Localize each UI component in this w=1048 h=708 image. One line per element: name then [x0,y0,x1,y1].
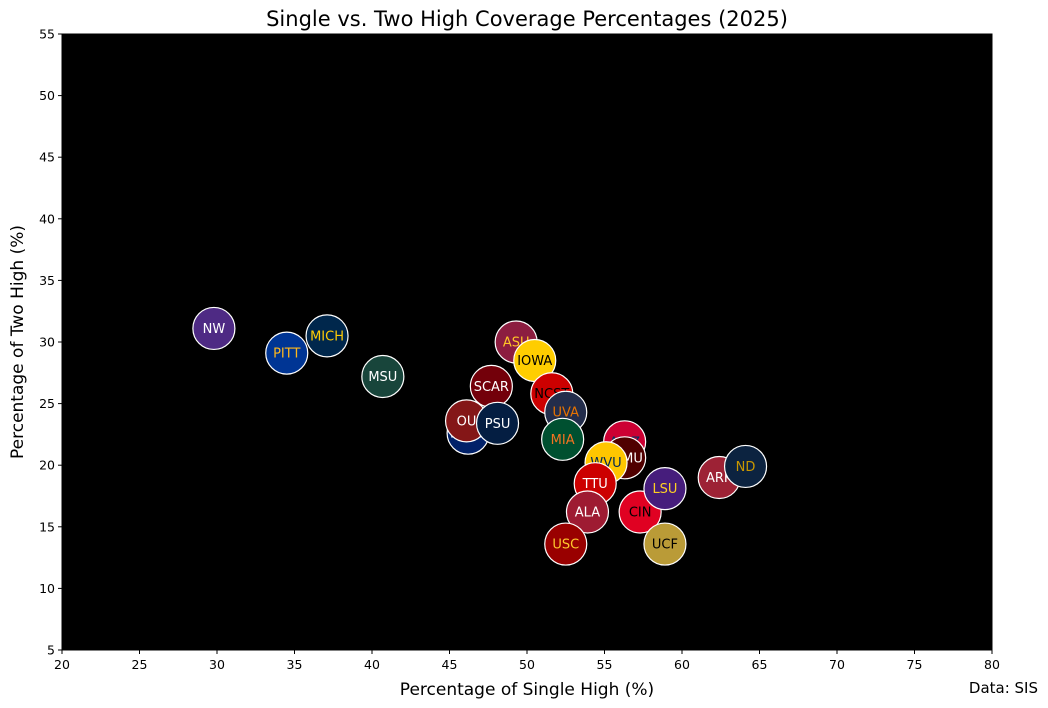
y-axis-label: Percentage of Two High (%) [8,225,28,459]
point-label: TTU [582,477,608,492]
point-marker [643,467,687,511]
point-marker [723,444,768,489]
chart-title: Single vs. Two High Coverage Percentages… [266,7,788,31]
x-tick-label: 65 [752,657,768,672]
data-point-iowa: IOWA [513,338,557,383]
data-point-ala: ALA [565,490,610,534]
point-label: LSU [652,482,677,497]
point-label: CIN [629,506,652,521]
data-point-ou: OU [444,399,489,443]
y-tick-label: 40 [39,211,55,226]
y-axis-ticks: 5 10 15 20 25 30 35 40 45 50 55 [39,27,62,658]
point-label: IOWA [517,354,552,369]
point-label: OU [457,414,477,429]
x-tick-label: 70 [829,657,845,672]
data-point-mich: MICH [305,314,349,358]
data-point-ucf: UCF [643,522,687,566]
y-tick-label: 30 [39,335,55,350]
y-tick-label: 35 [39,273,55,288]
point-marker [475,401,520,445]
y-tick-label: 20 [39,458,55,473]
data-point-pitt: PITT [265,331,309,375]
y-tick-label: 45 [39,150,55,165]
point-label: ALA [575,506,600,521]
point-marker [361,354,405,399]
point-label: MIA [551,433,575,448]
data-point-psu: PSU [475,401,520,445]
x-axis-label: Percentage of Single High (%) [400,680,654,700]
x-tick-label: 55 [597,657,613,672]
data-point-scar: SCAR [469,364,513,408]
y-tick-label: 25 [39,396,55,411]
point-label: UCF [652,538,678,553]
point-marker [192,306,236,351]
y-tick-label: 50 [39,88,55,103]
x-tick-label: 40 [364,657,380,672]
point-marker [565,490,610,534]
point-label: PITT [273,347,300,362]
x-tick-label: 75 [907,657,923,672]
point-label: MICH [310,329,344,344]
x-axis-ticks: 20 25 30 35 40 45 50 55 60 65 70 75 80 [54,650,1000,672]
point-label: SCAR [474,380,509,395]
point-label: USC [552,538,579,553]
point-marker [643,522,687,566]
point-label: ND [736,460,756,475]
point-label: NW [203,322,226,337]
point-marker [265,331,309,375]
y-tick-label: 5 [47,643,55,658]
data-points: NWPITTMICHMSUDUKEOUSCARPSUASUIOWANCSTUVA… [192,306,768,566]
y-tick-label: 15 [39,519,55,534]
data-point-usc: USC [544,522,588,566]
data-point-nw: NW [192,306,236,351]
data-point-mia: MIA [541,417,585,461]
x-tick-label: 35 [287,657,303,672]
x-tick-label: 45 [442,657,458,672]
source-note: Data: SIS [969,679,1038,697]
point-label: PSU [485,417,511,432]
point-marker [305,314,349,358]
data-point-lsu: LSU [643,467,687,511]
x-tick-label: 60 [674,657,690,672]
y-tick-label: 55 [39,27,55,42]
x-tick-label: 30 [209,657,225,672]
point-marker [541,417,585,461]
data-point-msu: MSU [361,354,405,399]
point-marker [544,522,588,566]
x-tick-label: 20 [54,657,70,672]
x-tick-label: 50 [519,657,535,672]
point-label: UVA [553,406,580,421]
x-tick-label: 25 [132,657,148,672]
data-point-nd: ND [723,444,768,489]
y-tick-label: 10 [39,581,55,596]
point-label: MSU [368,370,397,385]
x-tick-label: 80 [984,657,1000,672]
